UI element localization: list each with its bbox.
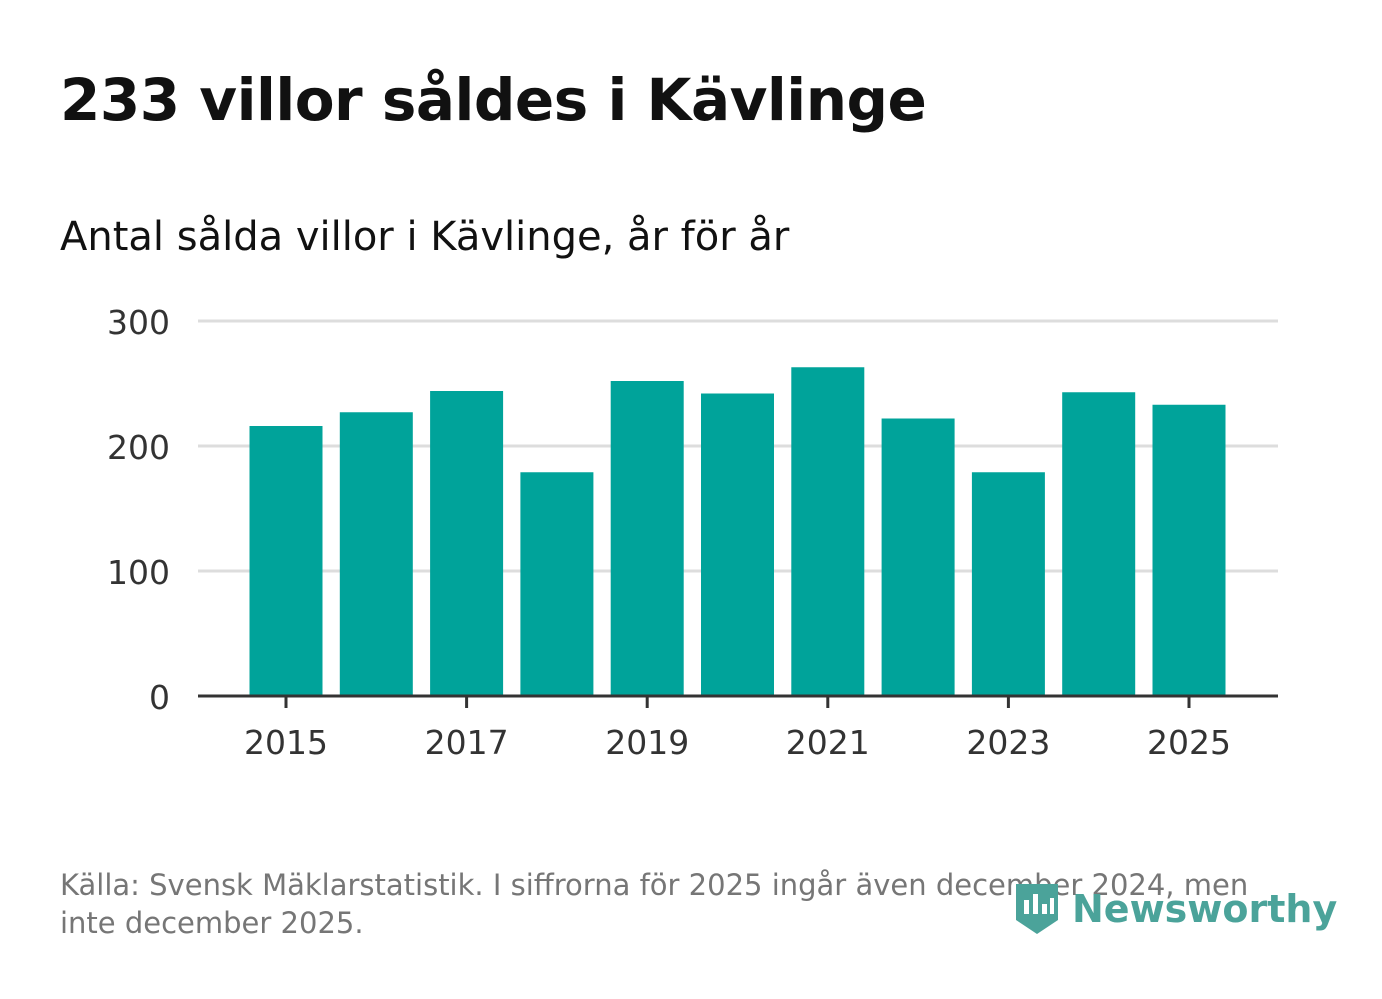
bar-2024 bbox=[1062, 392, 1136, 696]
bar-2022 bbox=[881, 418, 955, 696]
bar-2016 bbox=[339, 412, 413, 696]
logo-wordmark: Newsworthy bbox=[1072, 887, 1338, 931]
y-tick-label: 0 bbox=[149, 678, 170, 717]
bar-2023 bbox=[971, 472, 1045, 696]
y-tick-label: 100 bbox=[107, 553, 170, 592]
x-tick-label: 2021 bbox=[786, 723, 870, 762]
x-tick-label: 2023 bbox=[966, 723, 1050, 762]
bar-2017 bbox=[430, 391, 504, 696]
y-tick-label: 200 bbox=[107, 428, 170, 467]
bar-2021 bbox=[791, 367, 865, 696]
x-tick-label: 2019 bbox=[605, 723, 689, 762]
chart-subtitle: Antal sålda villor i Kävlinge, år för år bbox=[60, 214, 790, 260]
bars bbox=[249, 367, 1226, 696]
newsworthy-logo: Newsworthy bbox=[1012, 880, 1337, 938]
bar-2018 bbox=[520, 472, 594, 696]
axes bbox=[198, 694, 1278, 708]
x-tick-label: 2025 bbox=[1147, 723, 1231, 762]
bar-2019 bbox=[610, 381, 684, 696]
bar-2015 bbox=[249, 426, 323, 696]
x-tick-label: 2015 bbox=[244, 723, 328, 762]
y-tick-label: 300 bbox=[107, 303, 170, 342]
chart-title: 233 villor såldes i Kävlinge bbox=[60, 66, 927, 134]
bar-2025 bbox=[1152, 404, 1226, 696]
newsworthy-logo-icon bbox=[1016, 884, 1058, 934]
x-tick-label: 2017 bbox=[425, 723, 509, 762]
tick-labels: 0 100 200 300 2015 2017 2019 2021 2023 2025 bbox=[107, 303, 1231, 762]
bar-2020 bbox=[701, 393, 774, 696]
